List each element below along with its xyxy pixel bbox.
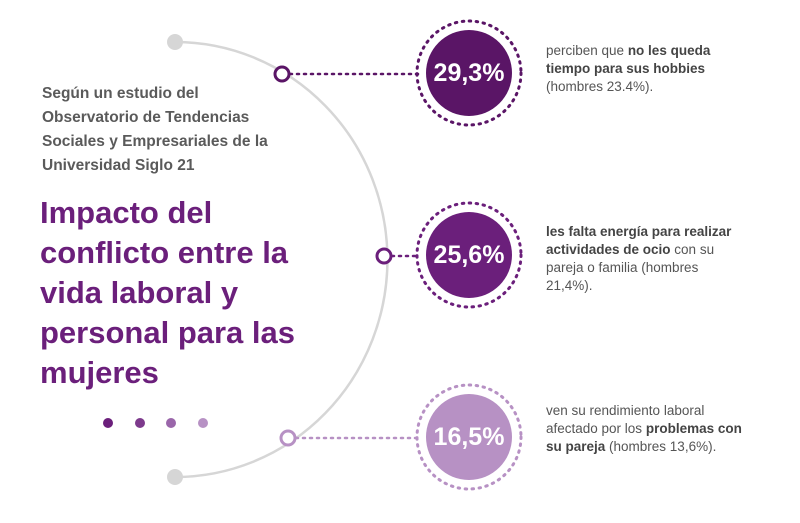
deco-dot-3	[166, 418, 176, 428]
stat-circle-2	[426, 212, 512, 298]
stat-description-3: ven su rendimiento laboral afectado por …	[546, 403, 742, 454]
stat-circle-3	[426, 394, 512, 480]
arc-bottom-dot	[167, 469, 183, 485]
stat-value-1: 29,3%	[433, 59, 505, 87]
stat-value-2: 25,6%	[433, 241, 505, 269]
stat-circle-ring-1	[415, 19, 523, 127]
headline: Impacto del conflicto entre la vida labo…	[40, 195, 296, 390]
connector-node-2	[375, 247, 393, 265]
stat-value-3: 16,5%	[433, 423, 505, 451]
deco-dot-2	[135, 418, 145, 428]
stat-description-3-bold: problemas con su pareja	[546, 421, 742, 454]
stat-circle-ring-2	[415, 201, 523, 309]
connector-node-3	[279, 429, 297, 447]
stat-description-2-bold: les falta energía para realizar activida…	[546, 224, 732, 257]
connector-node-1	[273, 65, 291, 83]
stat-circle-1	[426, 30, 512, 116]
stat-circle-ring-3	[415, 383, 523, 491]
stat-description-2: les falta energía para realizar activida…	[546, 224, 732, 293]
deco-dot-1	[103, 418, 113, 428]
deco-dot-4	[198, 418, 208, 428]
stat-description-1: perciben que no les queda tiempo para su…	[546, 43, 711, 94]
arc-top-dot	[167, 34, 183, 50]
intro-text: Según un estudio del Observatorio de Ten…	[42, 85, 268, 174]
stat-description-1-bold: no les queda tiempo para sus hobbies	[546, 43, 711, 76]
